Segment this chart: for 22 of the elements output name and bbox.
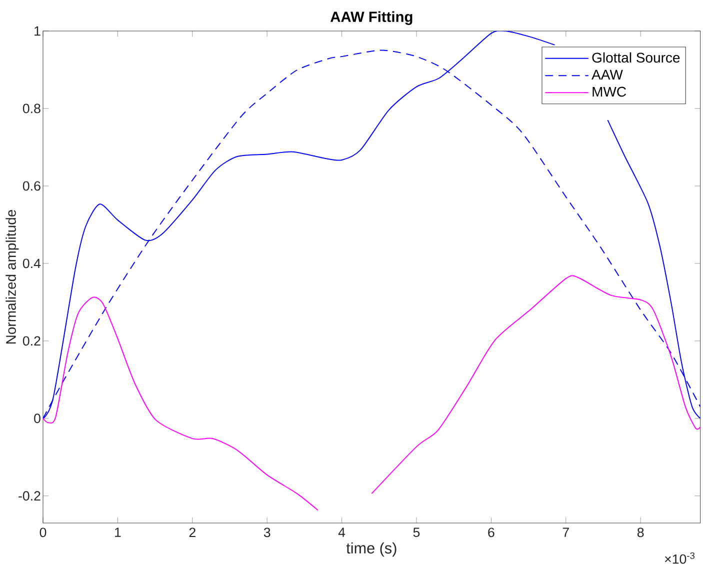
- x-tick-label: 5: [413, 528, 420, 538]
- y-tick-label: 0.4: [22, 258, 41, 268]
- text: ×10$^{-3}$: [664, 552, 695, 564]
- x-tick-label: 2: [189, 528, 196, 538]
- y-tick-label: 0.8: [22, 104, 40, 114]
- y-tick-label: 0.2: [22, 336, 40, 346]
- x-axis-title: time (s): [346, 542, 396, 557]
- x-tick-label: 3: [264, 528, 270, 538]
- x-tick-label: 7: [562, 528, 569, 537]
- chart-title: AAW Fitting: [330, 11, 412, 25]
- x-tick-label: 6: [488, 528, 494, 538]
- y-tick-label: 1: [34, 26, 40, 36]
- y-tick-label: -0.2: [18, 491, 40, 501]
- y-tick-label: 0: [34, 414, 40, 424]
- y-tick-label: 0.6: [22, 181, 40, 191]
- x-tick-label: 8: [637, 528, 644, 538]
- legend-label: AAW: [592, 70, 623, 80]
- legend-label: Glottal Source: [592, 52, 680, 63]
- x-tick-label: 1: [115, 528, 121, 537]
- y-axis-title: Normalized amplitude: [6, 210, 19, 344]
- x-tick-label: 4: [338, 528, 346, 537]
- legend-label: MWC: [592, 86, 626, 97]
